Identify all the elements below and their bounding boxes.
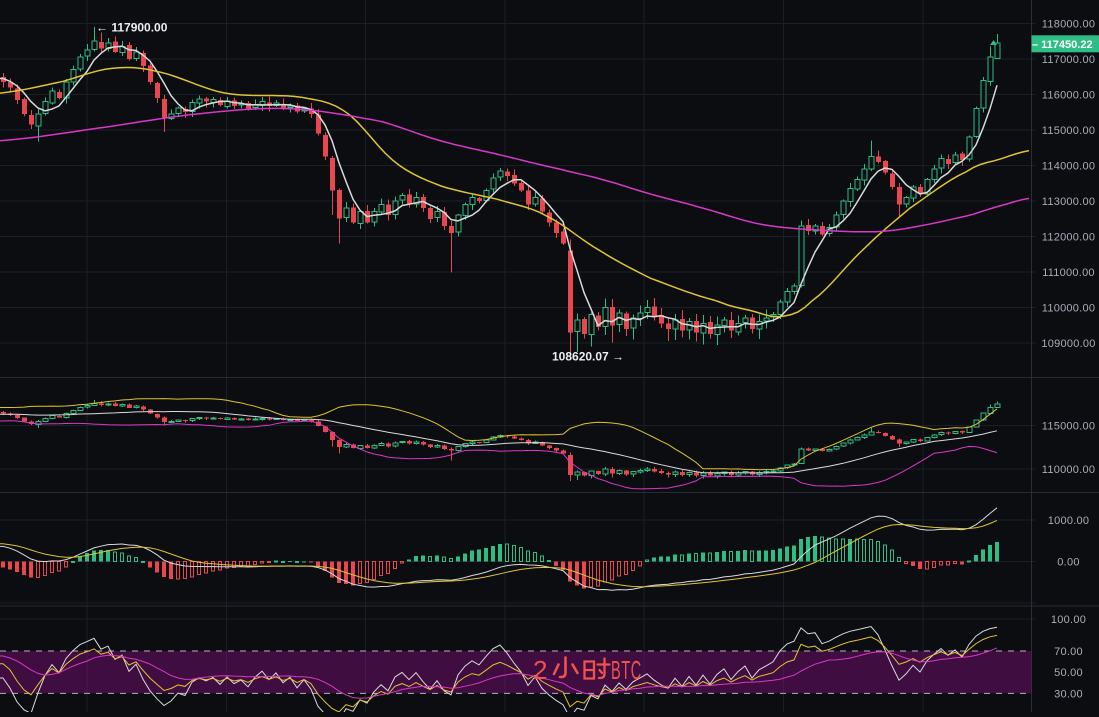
- svg-text:108620.07 →: 108620.07 →: [552, 350, 624, 364]
- svg-text:112000.00: 112000.00: [1042, 232, 1095, 244]
- svg-text:BTC: BTC: [611, 657, 642, 685]
- svg-text:1000.00: 1000.00: [1048, 515, 1090, 527]
- svg-text:111000.00: 111000.00: [1042, 267, 1095, 279]
- svg-text:113000.00: 113000.00: [1042, 196, 1095, 208]
- svg-text:0.00: 0.00: [1057, 557, 1079, 569]
- svg-text:110000.00: 110000.00: [1042, 303, 1095, 315]
- svg-text:115000.00: 115000.00: [1042, 420, 1095, 432]
- svg-text:116000.00: 116000.00: [1042, 90, 1095, 102]
- svg-text:70.00: 70.00: [1054, 646, 1083, 658]
- svg-text:109000.00: 109000.00: [1041, 338, 1095, 350]
- svg-text:118000.00: 118000.00: [1042, 19, 1095, 31]
- svg-text:100.00: 100.00: [1051, 614, 1086, 626]
- svg-text:50.00: 50.00: [1054, 667, 1083, 679]
- svg-text:114000.00: 114000.00: [1042, 161, 1095, 173]
- svg-text:– 117450.22: – 117450.22: [1032, 39, 1093, 51]
- svg-text:30.00: 30.00: [1054, 688, 1083, 700]
- svg-text:2: 2: [533, 655, 547, 685]
- svg-text:110000.00: 110000.00: [1042, 464, 1095, 476]
- svg-text:117000.00: 117000.00: [1042, 54, 1095, 66]
- svg-text:115000.00: 115000.00: [1042, 125, 1095, 137]
- svg-text:← 117900.00: ← 117900.00: [96, 20, 168, 34]
